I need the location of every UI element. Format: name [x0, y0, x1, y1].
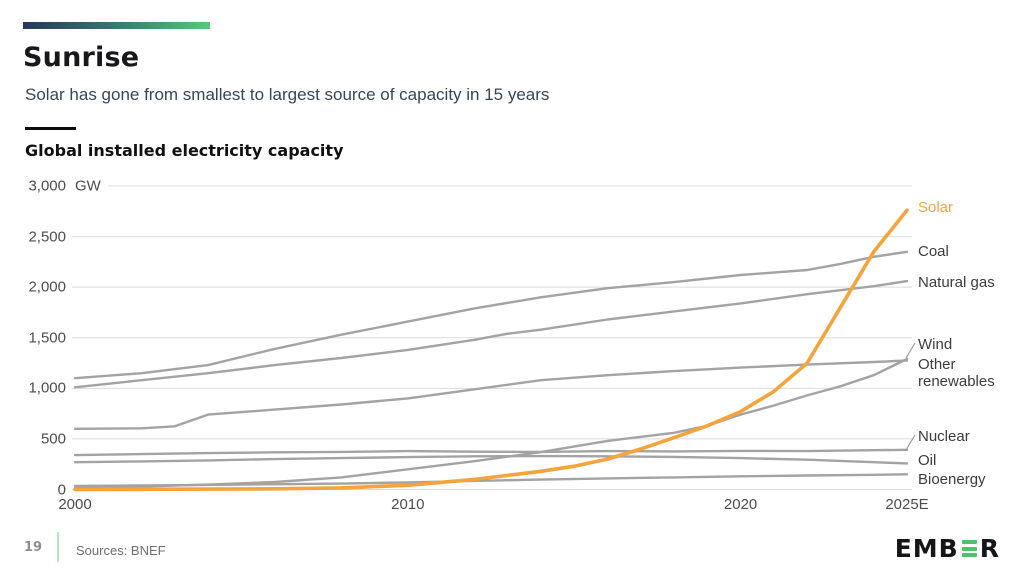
chart-line-other_renewables — [73, 359, 909, 430]
chart-line-coal — [73, 250, 909, 380]
chart-line-natural_gas — [73, 279, 909, 389]
x-tick-2010: 2010 — [391, 496, 425, 513]
sources-note: Sources: BNEF — [76, 543, 166, 558]
y-tick-2,500: 2,500 — [28, 228, 66, 246]
legend-label-natural_gas: Natural gas — [918, 274, 995, 291]
chart-title-divider — [25, 127, 76, 130]
y-tick-1,000: 1,000 — [28, 379, 66, 397]
brand-gradient-bar — [23, 22, 210, 29]
y-tick-0: 0 — [57, 481, 66, 498]
ember-logo-text-prefix: EMB — [894, 534, 959, 563]
ember-logo-e-icon — [961, 538, 977, 560]
series-lines — [73, 208, 909, 492]
gridlines — [72, 185, 912, 490]
chart-line-nuclear — [73, 448, 909, 457]
slide-title: Sunrise — [23, 42, 140, 73]
nuclear-leader-line — [905, 434, 916, 451]
legend-label-bioenergy: Bioenergy — [918, 471, 986, 488]
y-axis-unit: GW — [75, 177, 101, 195]
legend-label-wind: Wind — [918, 336, 953, 353]
legend-label-coal: Coal — [918, 243, 949, 260]
chart-line-wind — [73, 357, 909, 489]
ember-logo: EMB R — [895, 534, 1000, 563]
legend-label-solar: Solar — [918, 199, 954, 216]
legend-label-oil: Oil — [918, 452, 937, 469]
x-tick-2000: 2000 — [58, 496, 92, 513]
legend-label-nuclear: Nuclear — [918, 428, 970, 445]
y-tick-2,000: 2,000 — [28, 278, 66, 296]
chart-line-bioenergy — [73, 473, 909, 488]
y-tick-500: 500 — [40, 430, 66, 448]
chart-line-oil — [73, 454, 909, 465]
footer-divider — [57, 532, 59, 562]
x-tick-2025E: 2025E — [885, 496, 929, 513]
slide-subtitle: Solar has gone from smallest to largest … — [25, 85, 550, 104]
legend-label-other_renewables: Other renewables — [918, 356, 995, 390]
y-tick-3,000: 3,000 — [28, 177, 66, 195]
page-number: 19 — [24, 540, 43, 555]
wind-leader-line — [905, 342, 916, 359]
ember-logo-text-suffix: R — [979, 534, 1000, 563]
y-tick-1,500: 1,500 — [28, 329, 66, 347]
chart-title: Global installed electricity capacity — [25, 141, 344, 160]
chart-line-solar — [73, 208, 909, 492]
x-tick-2020: 2020 — [723, 496, 758, 513]
